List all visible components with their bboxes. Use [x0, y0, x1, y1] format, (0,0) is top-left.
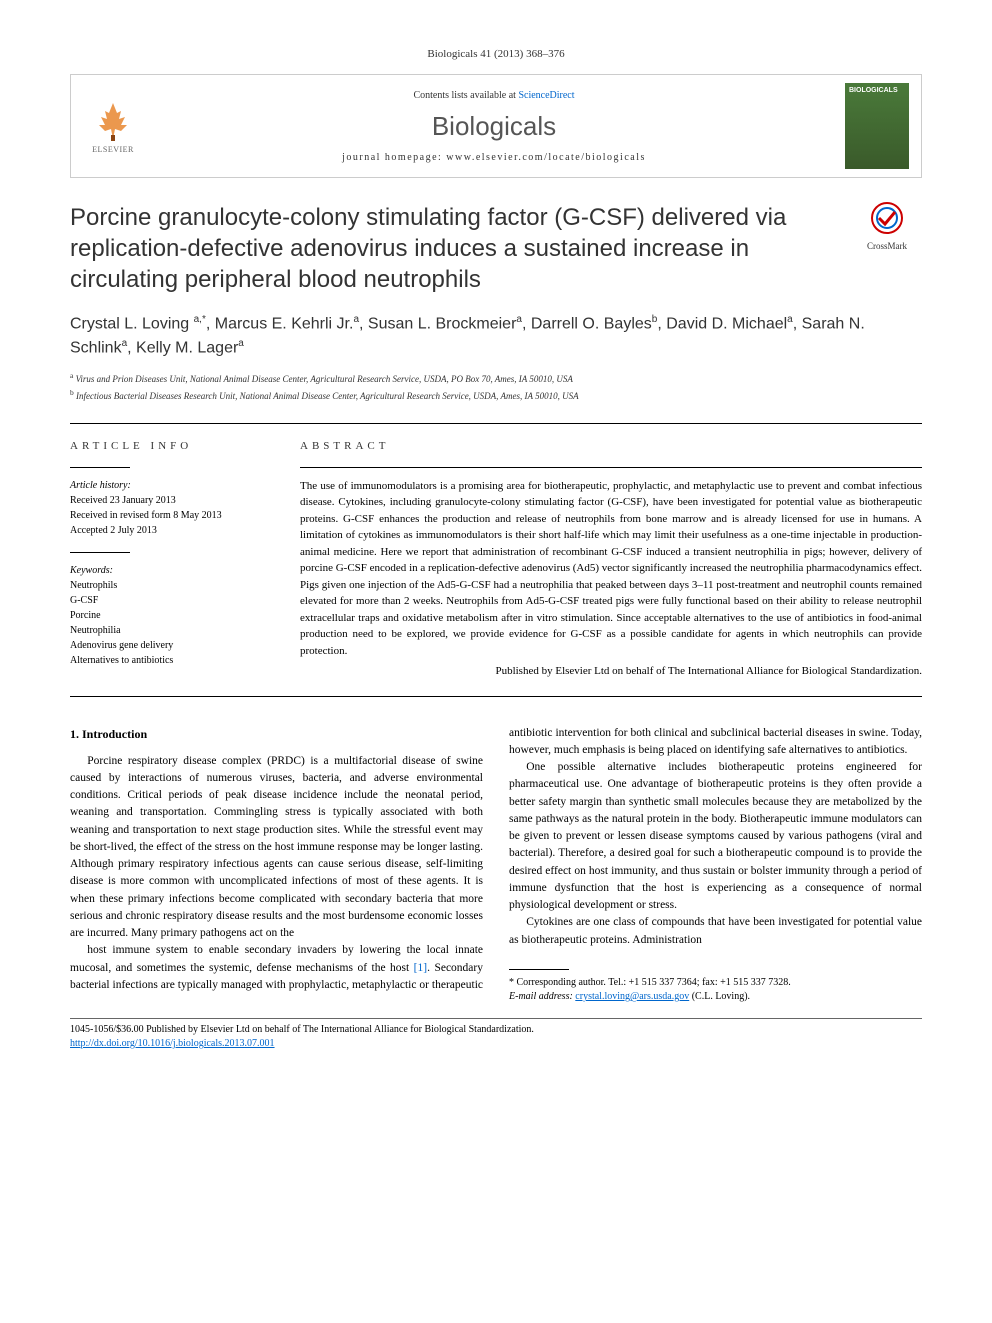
received-date: Received 23 January 2013: [70, 493, 270, 508]
corresponding-author: * Corresponding author. Tel.: +1 515 337…: [509, 976, 922, 1004]
article-history: Article history: Received 23 January 201…: [70, 478, 270, 538]
publisher-name: ELSEVIER: [92, 145, 134, 154]
abstract-copyright: Published by Elsevier Ltd on behalf of T…: [300, 663, 922, 680]
citation-line: Biologicals 41 (2013) 368–376: [70, 48, 922, 60]
article-info-heading: ARTICLE INFO: [70, 438, 270, 455]
contents-prefix: Contents lists available at: [413, 90, 518, 101]
journal-homepage: journal homepage: www.elsevier.com/locat…: [157, 152, 831, 163]
footnote-separator: [509, 969, 569, 970]
citation-ref-1[interactable]: [1]: [414, 962, 427, 974]
elsevier-logo: ELSEVIER: [83, 92, 143, 160]
header-center: Contents lists available at ScienceDirec…: [157, 90, 831, 163]
body-paragraph: One possible alternative includes biothe…: [509, 759, 922, 914]
homepage-prefix: journal homepage:: [342, 152, 446, 163]
article-title: Porcine granulocyte-colony stimulating f…: [70, 202, 836, 296]
journal-header: ELSEVIER Contents lists available at Sci…: [70, 74, 922, 178]
article-body: 1. Introduction Porcine respiratory dise…: [70, 725, 922, 1004]
article-info-column: ARTICLE INFO Article history: Received 2…: [70, 438, 270, 682]
history-label: Article history:: [70, 478, 270, 493]
keyword: Alternatives to antibiotics: [70, 653, 270, 668]
keyword: Porcine: [70, 608, 270, 623]
keyword: G-CSF: [70, 593, 270, 608]
authors-list: Crystal L. Loving a,*, Marcus E. Kehrli …: [70, 312, 922, 361]
page-footer: 1045-1056/$36.00 Published by Elsevier L…: [70, 1018, 922, 1051]
abstract-heading: ABSTRACT: [300, 438, 922, 455]
keywords-label: Keywords:: [70, 563, 270, 578]
affiliation-b: b Infectious Bacterial Diseases Research…: [70, 387, 922, 404]
corresponding-email-link[interactable]: crystal.loving@ars.usda.gov: [575, 991, 689, 1002]
crossmark-label: CrossMark: [852, 241, 922, 251]
accepted-date: Accepted 2 July 2013: [70, 523, 270, 538]
sciencedirect-link[interactable]: ScienceDirect: [518, 90, 574, 101]
body-paragraph: Cytokines are one class of compounds tha…: [509, 914, 922, 949]
doi-link[interactable]: http://dx.doi.org/10.1016/j.biologicals.…: [70, 1038, 275, 1049]
elsevier-tree-icon: [91, 99, 135, 143]
affiliation-a: a Virus and Prion Diseases Unit, Nationa…: [70, 370, 922, 387]
section-1-heading: 1. Introduction: [70, 725, 483, 743]
issn-line: 1045-1056/$36.00 Published by Elsevier L…: [70, 1023, 922, 1037]
keyword: Adenovirus gene delivery: [70, 638, 270, 653]
article-meta-row: ARTICLE INFO Article history: Received 2…: [70, 423, 922, 697]
body-paragraph: Porcine respiratory disease complex (PRD…: [70, 753, 483, 943]
keyword: Neutrophilia: [70, 623, 270, 638]
abstract-text: The use of immunomodulators is a promisi…: [300, 478, 922, 660]
revised-date: Received in revised form 8 May 2013: [70, 508, 270, 523]
affiliations: a Virus and Prion Diseases Unit, Nationa…: [70, 370, 922, 403]
contents-available: Contents lists available at ScienceDirec…: [157, 90, 831, 101]
crossmark-icon: [871, 202, 903, 234]
homepage-url: www.elsevier.com/locate/biologicals: [446, 152, 646, 163]
crossmark-badge[interactable]: CrossMark: [852, 202, 922, 251]
abstract-column: ABSTRACT The use of immunomodulators is …: [300, 438, 922, 682]
journal-name: Biologicals: [157, 111, 831, 142]
corresponding-tel: * Corresponding author. Tel.: +1 515 337…: [509, 976, 922, 990]
keyword: Neutrophils: [70, 578, 270, 593]
keywords-block: Keywords: Neutrophils G-CSF Porcine Neut…: [70, 563, 270, 668]
corresponding-email-line: E-mail address: crystal.loving@ars.usda.…: [509, 990, 922, 1004]
journal-cover-thumbnail: BIOLOGICALS: [845, 83, 909, 169]
email-suffix: (C.L. Loving).: [689, 991, 750, 1002]
email-label: E-mail address:: [509, 991, 575, 1002]
